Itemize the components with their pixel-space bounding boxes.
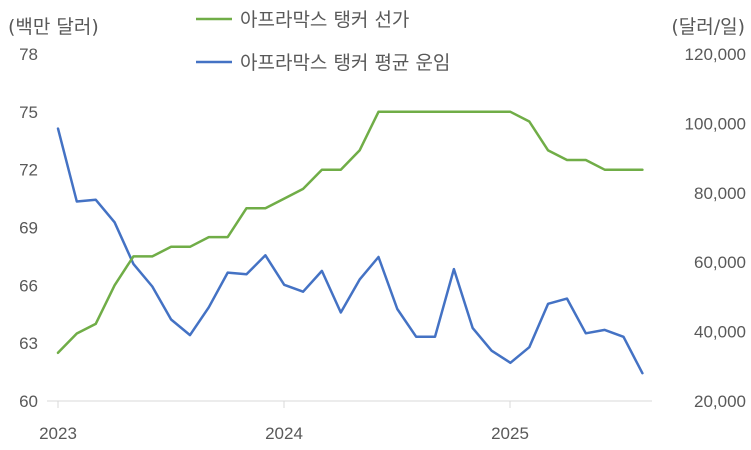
left-tick-label: 75: [19, 103, 38, 122]
left-axis-ticks: 78 75 72 69 66 63 60: [19, 45, 38, 411]
x-tick-label: 2025: [491, 424, 529, 443]
right-axis-ticks: 120,000 100,000 80,000 60,000 40,000 20,000: [685, 45, 746, 411]
series-line-price: [56, 110, 644, 355]
left-axis-unit: (백만 달러): [8, 16, 99, 38]
left-tick-label: 78: [19, 45, 38, 64]
left-tick-label: 69: [19, 219, 38, 238]
right-tick-label: 20,000: [694, 392, 746, 411]
left-tick-label: 72: [19, 161, 38, 180]
x-tick-label: 2023: [39, 424, 77, 443]
series-points-price: [57, 111, 643, 353]
legend-label-freight: 아프라막스 탱커 평균 운임: [240, 52, 450, 74]
x-axis-ticks: 2023 2024 2025: [39, 401, 529, 443]
left-tick-label: 60: [19, 392, 38, 411]
right-tick-label: 80,000: [694, 184, 746, 203]
series-points-freight: [57, 128, 643, 374]
right-tick-label: 100,000: [685, 114, 746, 133]
right-axis-unit: (달러/일): [671, 16, 745, 38]
left-tick-label: 63: [19, 334, 38, 353]
right-tick-label: 40,000: [694, 323, 746, 342]
legend-label-price: 아프라막스 탱커 선가: [240, 9, 409, 31]
right-tick-label: 120,000: [685, 45, 746, 64]
left-tick-label: 66: [19, 276, 38, 295]
right-tick-label: 60,000: [694, 253, 746, 272]
legend: 아프라막스 탱커 선가 아프라막스 탱커 평균 운임: [196, 9, 450, 74]
x-tick-label: 2024: [265, 424, 303, 443]
series-line-freight: [56, 127, 644, 375]
